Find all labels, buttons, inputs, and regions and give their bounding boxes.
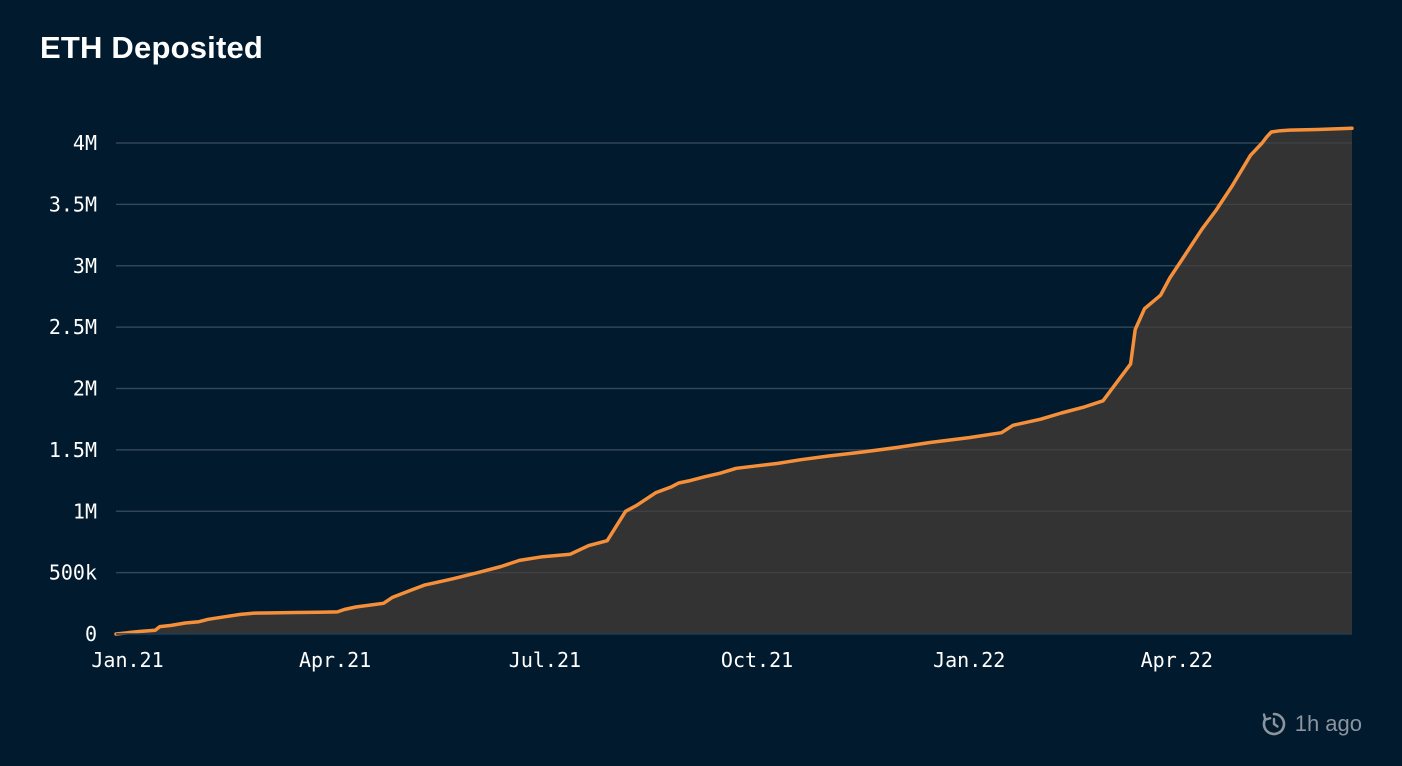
y-tick-label: 500k — [49, 561, 97, 585]
x-tick-label: Apr.22 — [1141, 648, 1213, 672]
axes: 0 500k 1M 1.5M 2M 2.5M 3M 3.5M 4M Jan.21 Apr.21 Jul… — [49, 131, 1352, 672]
y-tick-label: 2.5M — [49, 315, 97, 339]
last-updated: 1h ago — [1261, 711, 1362, 737]
eth-deposited-chart: 0 500k 1M 1.5M 2M 2.5M 3M 3.5M 4M Jan.21 Apr.21 Jul… — [49, 126, 1354, 672]
chart-title: ETH Deposited — [40, 30, 264, 65]
y-tick-label: 1M — [73, 499, 97, 523]
series-line — [114, 126, 1354, 636]
x-tick-label: Apr.21 — [299, 648, 371, 672]
y-tick-label: 3.5M — [49, 192, 97, 216]
y-tick-label: 0 — [85, 622, 97, 646]
y-tick-label: 1.5M — [49, 438, 97, 462]
y-tick-label: 4M — [73, 131, 97, 155]
plot-area — [114, 126, 1354, 636]
x-tick-label: Oct.21 — [721, 648, 793, 672]
x-tick-label: Jan.22 — [933, 648, 1005, 672]
y-tick-label: 3M — [73, 254, 97, 278]
y-tick-label: 2M — [73, 377, 97, 401]
x-tick-label: Jul.21 — [509, 648, 581, 672]
updated-text: 1h ago — [1294, 711, 1362, 736]
x-tick-label: Jan.21 — [91, 648, 163, 672]
refresh-clock-icon[interactable] — [1261, 711, 1287, 737]
series-area-fill — [116, 128, 1352, 635]
